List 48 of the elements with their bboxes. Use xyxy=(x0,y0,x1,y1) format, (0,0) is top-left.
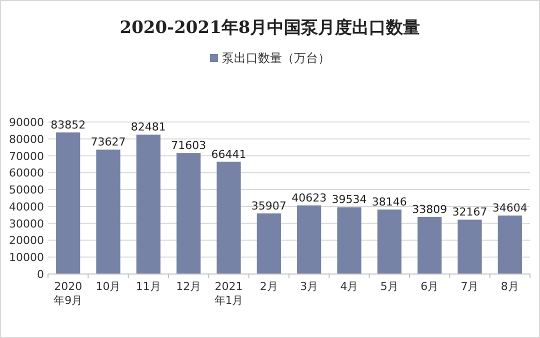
bar xyxy=(96,150,120,274)
bar xyxy=(418,216,442,274)
x-tick-label: 10月 xyxy=(96,280,121,293)
x-tick-label: 12月 xyxy=(176,280,202,293)
data-label: 34604 xyxy=(492,202,528,215)
bar xyxy=(216,162,241,274)
data-label: 40623 xyxy=(292,191,327,204)
x-tick-label: 2020年9月 xyxy=(54,280,83,307)
x-tick-label: 6月 xyxy=(420,280,439,293)
bar xyxy=(297,205,322,274)
y-tick-label: 0 xyxy=(37,268,44,281)
x-tick-label: 4月 xyxy=(340,280,358,293)
data-label: 71603 xyxy=(171,139,206,152)
x-tick-label: 2021年1月 xyxy=(214,280,244,307)
y-tick-label: 60000 xyxy=(9,166,44,180)
bar xyxy=(256,213,281,274)
y-tick-label: 20000 xyxy=(9,234,44,248)
y-tick-label: 10000 xyxy=(9,251,44,264)
bar xyxy=(377,210,402,274)
data-label: 66441 xyxy=(211,148,246,161)
data-label: 82481 xyxy=(130,120,166,134)
y-tick-label: 80000 xyxy=(9,132,44,146)
y-tick-label: 50000 xyxy=(9,184,44,197)
y-tick-label: 40000 xyxy=(9,200,44,214)
chart-title: 2020-2021年8月中国泵月度出口数量 xyxy=(120,18,420,38)
bar xyxy=(176,153,201,274)
x-tick-label: 7月 xyxy=(460,280,479,293)
x-tick-label: 3月 xyxy=(300,280,318,293)
y-tick-label: 70000 xyxy=(9,150,44,163)
legend-label: 泵出口数量（万台） xyxy=(222,51,330,65)
data-label: 73627 xyxy=(90,136,126,149)
bar xyxy=(56,132,80,274)
data-label: 35907 xyxy=(251,199,286,212)
x-tick-label: 2月 xyxy=(260,280,278,293)
bar xyxy=(458,220,482,274)
data-label: 38146 xyxy=(372,196,407,209)
y-tick-label: 90000 xyxy=(9,116,44,129)
data-label: 33809 xyxy=(412,202,448,216)
data-label: 83852 xyxy=(50,118,86,132)
x-tick-label: 5月 xyxy=(380,280,398,293)
bar xyxy=(136,134,160,274)
data-label: 32167 xyxy=(452,206,488,219)
bar xyxy=(498,216,522,274)
data-label: 39534 xyxy=(332,193,367,206)
y-tick-label: 30000 xyxy=(9,217,44,230)
x-tick-label: 8月 xyxy=(500,280,519,293)
bar xyxy=(337,207,362,274)
x-tick-label: 11月 xyxy=(136,280,161,293)
